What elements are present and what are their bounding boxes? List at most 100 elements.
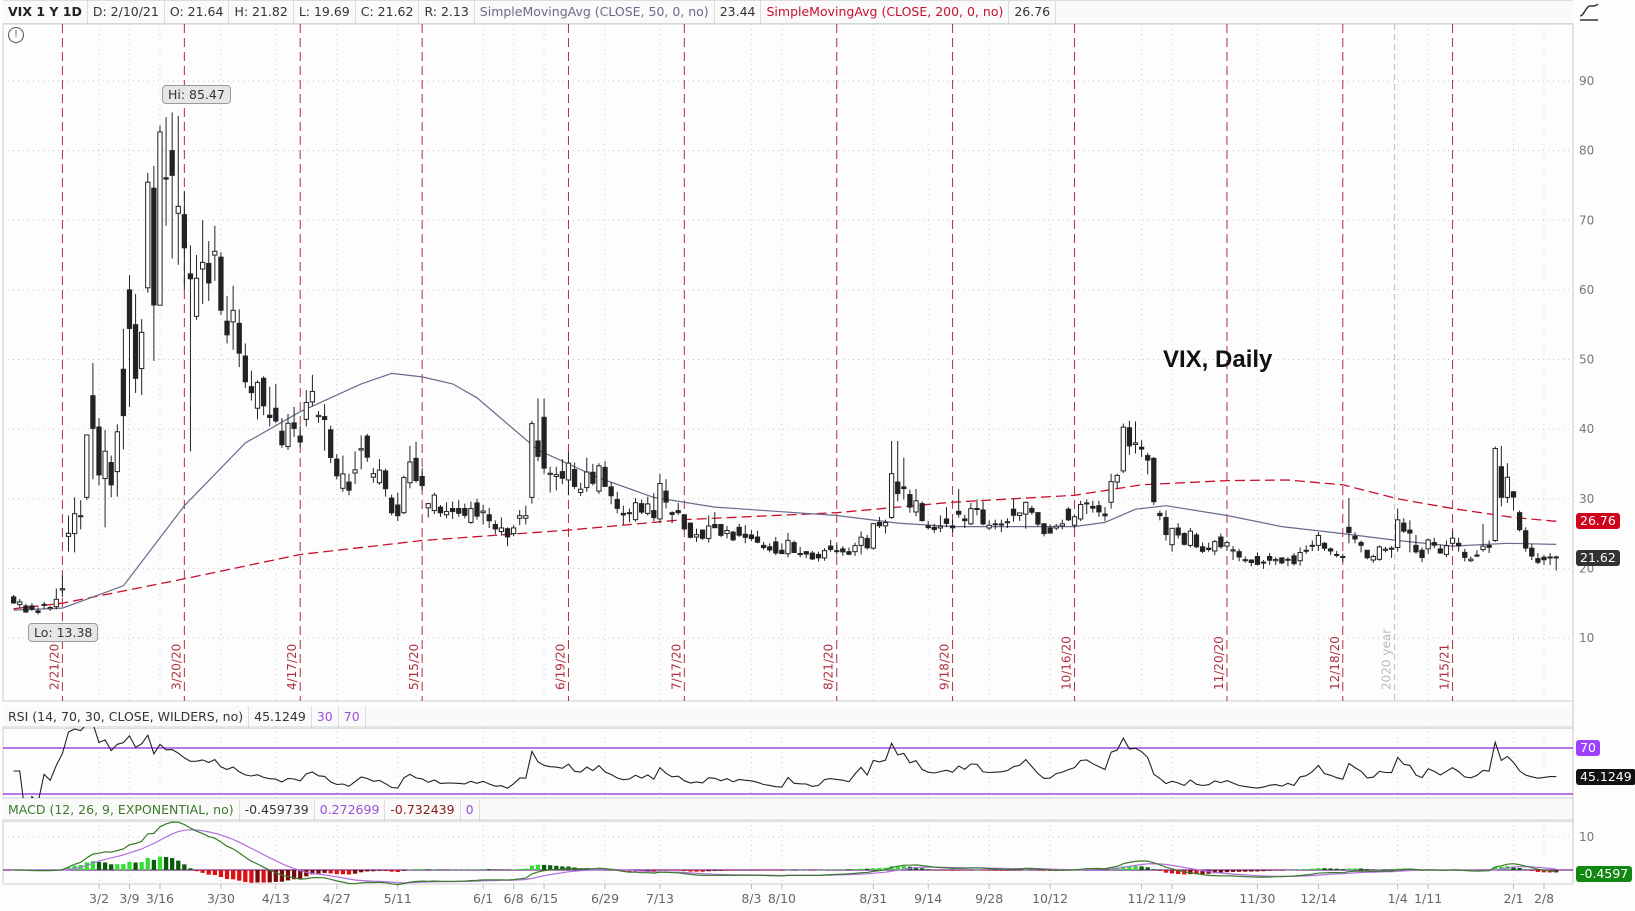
drawing-style-icon[interactable] (1578, 2, 1600, 22)
candle (1358, 540, 1364, 553)
candle (828, 539, 834, 552)
candle-body (1077, 503, 1084, 520)
macd-histogram-bar (157, 856, 163, 870)
macd-histogram-bar (182, 864, 187, 870)
candle-body (937, 525, 944, 529)
candle (1443, 540, 1450, 558)
candle (663, 479, 669, 509)
candle (1407, 520, 1413, 553)
macd-histogram-bar (688, 870, 693, 872)
macd-histogram-bar (919, 868, 925, 870)
macd-histogram-bar (1200, 870, 1205, 875)
candle-body (382, 470, 389, 490)
date-readout: D: 2/10/21 (88, 1, 165, 23)
rsi-value-badge: 45.1249 (1576, 768, 1635, 785)
macd-histogram-bar (822, 869, 827, 871)
candle (1388, 546, 1395, 558)
candle (1199, 542, 1206, 554)
macd-histogram-bar (273, 870, 278, 882)
macd-histogram-bar (395, 870, 400, 872)
sma50-value: 23.44 (715, 1, 762, 23)
candle (1108, 473, 1114, 509)
candle (754, 530, 761, 544)
panel-frame (2, 23, 1574, 702)
candle (1553, 555, 1559, 571)
candle (675, 502, 681, 515)
candle (1419, 547, 1425, 563)
candle (913, 489, 919, 517)
candle-body (132, 324, 139, 379)
candle (230, 285, 236, 350)
candle (620, 505, 626, 525)
macd-histogram-bar (712, 870, 717, 871)
chart-annotation[interactable]: VIX, Daily (1163, 346, 1273, 373)
expiration-label: 4/17/20 (285, 644, 299, 690)
candle-body (608, 486, 614, 497)
candle (1541, 555, 1547, 565)
macd-histogram-bar (316, 870, 321, 874)
candle-body (559, 471, 566, 479)
candle (517, 509, 523, 526)
candle-body (364, 435, 370, 458)
candle (1041, 523, 1047, 537)
macd-histogram-bar (883, 867, 888, 870)
macd-histogram-bar (761, 870, 766, 871)
candle (267, 386, 273, 427)
candle (651, 493, 657, 522)
macd-histogram-bar (852, 869, 858, 870)
candle-body (742, 533, 748, 538)
macd-histogram-bar (426, 869, 431, 870)
macd-histogram-bar (785, 869, 791, 871)
macd-histogram-bar (840, 869, 845, 870)
candle (1169, 527, 1175, 552)
candle-body (23, 605, 29, 613)
expiration-label: 10/16/20 (1060, 636, 1074, 690)
candle-body (413, 457, 419, 482)
candle-body (706, 525, 712, 539)
macd-histogram-bar (298, 870, 303, 879)
candle-body (675, 510, 681, 514)
candle-body (754, 536, 761, 543)
candle-body (1309, 544, 1315, 547)
price-tick-label: 40 (1579, 422, 1594, 436)
macd-histogram-bar (1169, 870, 1175, 874)
high-callout: Hi: 85.47 (162, 85, 231, 104)
candle-body (1230, 549, 1236, 552)
macd-histogram-bar (913, 867, 919, 870)
candle-body (395, 504, 401, 517)
date-tick-label: 3/9 (119, 891, 139, 906)
macd-histogram-bar (151, 859, 157, 870)
macd-histogram-bar (1352, 868, 1358, 870)
sma200-study-label[interactable]: SimpleMovingAvg (CLOSE, 200, 0, no) (761, 1, 1010, 23)
macd-histogram-bar (1121, 866, 1126, 870)
candle-body (1516, 512, 1523, 531)
candle (1102, 507, 1108, 522)
candle-body (1181, 533, 1187, 545)
candle (352, 451, 358, 485)
candle-body (651, 510, 657, 519)
expiration-label: 12/18/20 (1328, 636, 1342, 690)
candle (980, 501, 986, 526)
macd-histogram-bar (163, 856, 169, 870)
macd-histogram-bar (115, 864, 120, 870)
candle-body (1498, 466, 1504, 498)
macd-histogram-bar (1535, 870, 1541, 872)
sma50-study-label[interactable]: SimpleMovingAvg (CLOSE, 50, 0, no) (475, 1, 715, 23)
candle (846, 547, 852, 556)
symbol-label[interactable]: VIX 1 Y 1D (3, 1, 88, 23)
candle (303, 390, 309, 427)
macd-histogram-bar (450, 869, 455, 871)
candle-body (895, 481, 901, 495)
candle (474, 498, 480, 520)
rsi-study-label[interactable]: RSI (14, 70, 30, CLOSE, WILDERS, no) (3, 706, 250, 728)
date-tick-label: 3/30 (207, 891, 235, 906)
candle (1334, 550, 1340, 558)
macd-histogram-bar (517, 868, 522, 870)
alert-circle-icon[interactable]: ! (8, 27, 24, 43)
macd-histogram-bar (798, 869, 803, 871)
macd-study-label[interactable]: MACD (12, 26, 9, EXPONENTIAL, no) (3, 799, 240, 821)
macd-histogram-bar (1029, 869, 1034, 871)
macd-histogram-bar (170, 858, 175, 870)
macd-histogram-bar (1340, 868, 1345, 870)
